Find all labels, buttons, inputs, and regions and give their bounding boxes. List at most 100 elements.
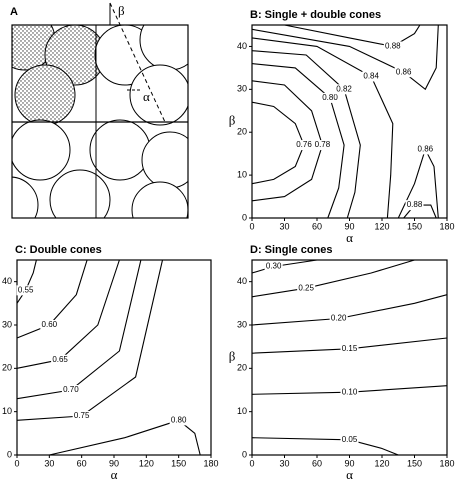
x-tick-label: 0 bbox=[249, 458, 254, 468]
contour-label: 0.75 bbox=[74, 411, 90, 420]
x-tick-label: 90 bbox=[109, 458, 119, 468]
y-tick-label: 40 bbox=[237, 276, 247, 286]
y-tick-label: 40 bbox=[2, 276, 12, 286]
y-tick-label: 20 bbox=[2, 363, 12, 373]
x-tick-label: 30 bbox=[279, 458, 289, 468]
y-tick-label: 30 bbox=[237, 84, 247, 94]
contour-label-bg bbox=[61, 385, 80, 395]
x-tick-label: 0 bbox=[14, 458, 19, 468]
y-axis-label: β bbox=[0, 348, 1, 363]
contour-label: 0.70 bbox=[63, 385, 79, 394]
x-tick-label: 60 bbox=[312, 458, 322, 468]
contour-label: 0.05 bbox=[342, 435, 358, 444]
chart-panel: B: Single + double cones 0 30 60 90 120 150 180… bbox=[229, 9, 455, 245]
x-axis-label: α bbox=[346, 467, 353, 482]
contour-line bbox=[251, 37, 394, 219]
contour-label: 0.78 bbox=[315, 140, 331, 149]
contour-label-bg bbox=[340, 434, 359, 445]
y-tick-label: 40 bbox=[237, 41, 247, 51]
y-tick-label: 20 bbox=[237, 363, 247, 373]
contour-label-bg bbox=[340, 343, 359, 354]
contour-line bbox=[16, 259, 142, 400]
contour-label-bg bbox=[51, 354, 70, 365]
x-tick-label: 90 bbox=[344, 221, 354, 231]
chart-panel: C: Double cones 0 30 60 90 120 150 180 0 10 20 30 40… bbox=[0, 244, 219, 482]
contour-label: 0.65 bbox=[52, 355, 68, 364]
y-tick-label: 10 bbox=[2, 406, 12, 416]
alpha-symbol: α bbox=[143, 89, 150, 104]
contour-label-bg bbox=[335, 84, 354, 95]
contour-label-bg bbox=[383, 41, 402, 52]
contour-label: 0.76 bbox=[296, 140, 312, 149]
contour-label: 0.25 bbox=[298, 283, 314, 292]
x-tick-label: 60 bbox=[77, 458, 87, 468]
contour-label-bg bbox=[40, 320, 59, 330]
x-tick-label: 150 bbox=[407, 458, 422, 468]
contour-label: 0.20 bbox=[331, 314, 347, 323]
contour-line bbox=[16, 259, 164, 421]
contour-label: 0.80 bbox=[322, 93, 338, 102]
x-tick-label: 30 bbox=[44, 458, 54, 468]
x-tick-label: 120 bbox=[139, 458, 154, 468]
y-tick-label: 20 bbox=[237, 127, 247, 137]
y-tick-label: 0 bbox=[242, 212, 247, 222]
chart-title: D: Single cones bbox=[250, 244, 333, 256]
chart-title: B: Single + double cones bbox=[250, 9, 381, 21]
x-tick-label: 60 bbox=[312, 221, 322, 231]
plot-frame bbox=[251, 259, 448, 456]
contour-label: 0.80 bbox=[171, 415, 187, 424]
contour-label-bg bbox=[329, 313, 348, 324]
contour-line bbox=[251, 50, 361, 219]
contour-line bbox=[16, 259, 88, 339]
x-tick-label: 120 bbox=[374, 458, 389, 468]
y-tick-label: 30 bbox=[237, 319, 247, 329]
x-axis-label: α bbox=[111, 467, 118, 482]
plot-frame bbox=[16, 259, 212, 456]
contour-label-bg bbox=[362, 71, 381, 82]
plot-frame bbox=[251, 24, 448, 219]
x-tick-label: 120 bbox=[374, 221, 389, 231]
contour-label: 0.55 bbox=[18, 285, 34, 294]
contour-line bbox=[251, 63, 345, 219]
panel-label: A bbox=[10, 6, 18, 18]
contour-line bbox=[251, 437, 399, 456]
x-tick-label: 30 bbox=[279, 221, 289, 231]
contour-label: 0.86 bbox=[418, 144, 434, 153]
contour-label: 0.60 bbox=[42, 320, 58, 329]
x-tick-label: 180 bbox=[203, 458, 218, 468]
contour-line bbox=[251, 294, 448, 326]
contour-line bbox=[251, 259, 415, 298]
y-tick-label: 10 bbox=[237, 406, 247, 416]
contour-label: 0.82 bbox=[336, 84, 352, 93]
contour-line bbox=[16, 259, 37, 304]
x-tick-label: 150 bbox=[171, 458, 186, 468]
contour-label-bg bbox=[297, 283, 316, 294]
contour-line bbox=[49, 419, 201, 456]
x-tick-label: 150 bbox=[407, 221, 422, 231]
contour-label-bg bbox=[416, 144, 435, 155]
contour-line bbox=[251, 24, 439, 91]
contour-label-bg bbox=[169, 415, 188, 426]
contour-label: 0.84 bbox=[363, 72, 379, 81]
x-tick-label: 180 bbox=[439, 458, 454, 468]
diagram-a: A β α bbox=[10, 2, 189, 219]
contour-label: 0.86 bbox=[396, 67, 412, 76]
contour-label-bg bbox=[16, 285, 35, 296]
y-axis-label: β bbox=[229, 348, 236, 363]
contour-label-bg bbox=[405, 200, 424, 211]
x-axis-label: α bbox=[346, 230, 353, 245]
y-tick-label: 0 bbox=[242, 449, 247, 459]
y-tick-label: 10 bbox=[237, 169, 247, 179]
x-tick-label: 0 bbox=[249, 221, 254, 231]
x-tick-label: 180 bbox=[439, 221, 454, 231]
contour-label-bg bbox=[72, 411, 91, 421]
contour-line bbox=[16, 259, 120, 369]
y-tick-label: 30 bbox=[2, 319, 12, 329]
contour-label-bg bbox=[295, 140, 313, 151]
contour-label: 0.88 bbox=[407, 200, 423, 209]
chart-panel: D: Single cones 0 30 60 90 120 150 180 0 10 20 30 40… bbox=[229, 244, 455, 482]
x-tick-label: 90 bbox=[344, 458, 354, 468]
contour-line bbox=[251, 259, 318, 274]
contour-label-bg bbox=[394, 67, 413, 78]
